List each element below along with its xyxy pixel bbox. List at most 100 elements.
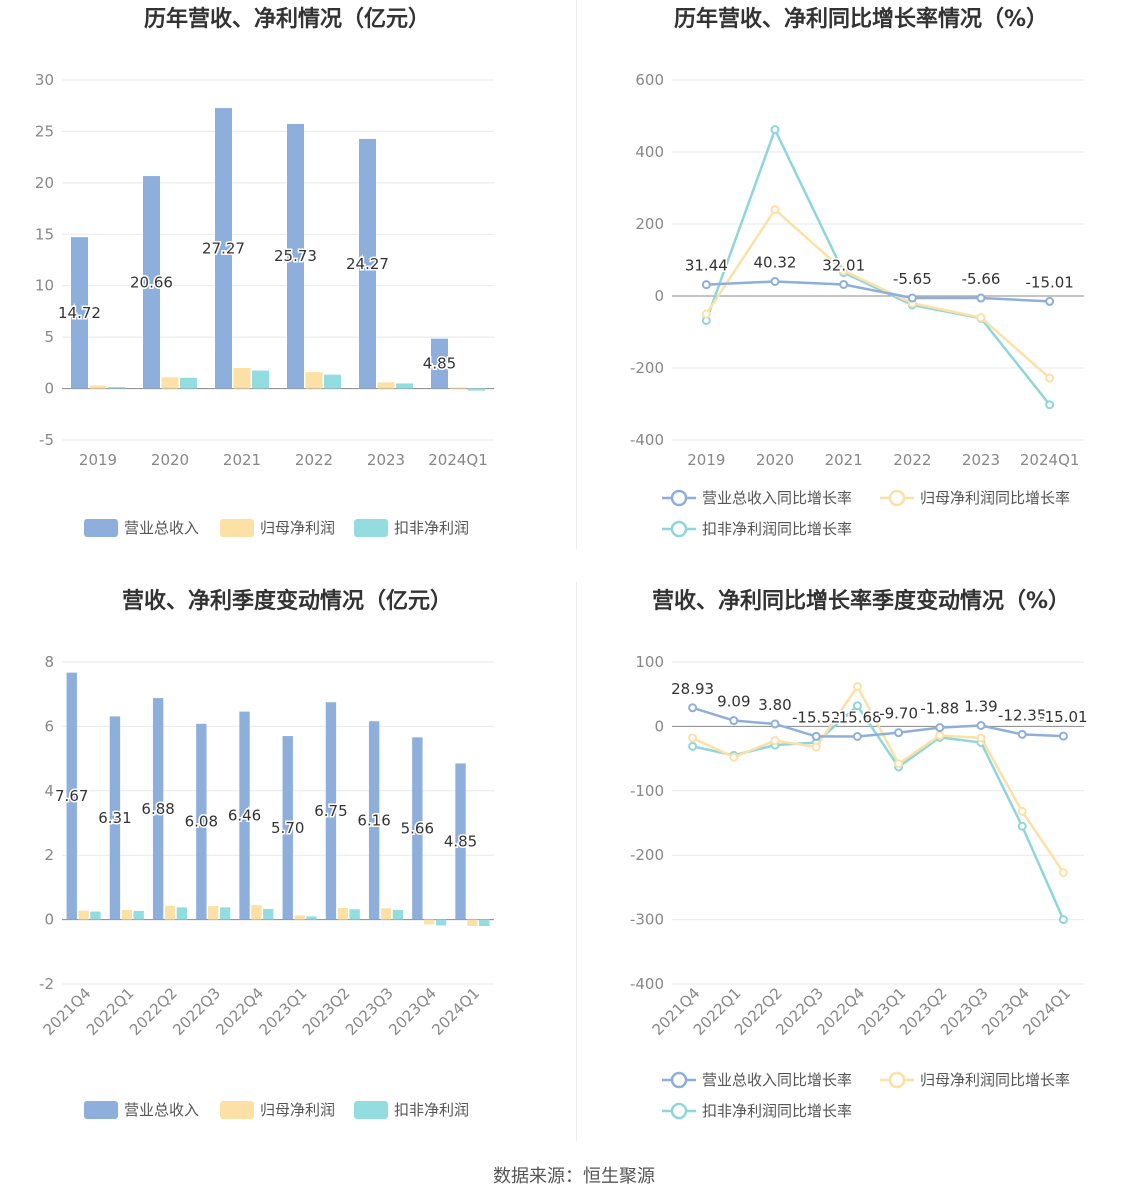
series-point-1 bbox=[1058, 868, 1068, 878]
data-label: 5.70 bbox=[271, 819, 304, 837]
bar-1 bbox=[164, 905, 176, 920]
y-tick-label: 0 bbox=[44, 380, 54, 398]
y-tick-label: 200 bbox=[635, 215, 664, 233]
bar-1 bbox=[424, 919, 435, 925]
legend-swatch bbox=[354, 1101, 388, 1119]
series-point-0 bbox=[1017, 729, 1027, 739]
bar-2 bbox=[306, 916, 317, 920]
series-point-1 bbox=[770, 736, 780, 746]
chart-canvas: 营收、净利同比增长率季度变动情况（%） 100 0 -100 -200 -300 -400 2… bbox=[630, 588, 1089, 1120]
bar-0 bbox=[196, 723, 207, 920]
y-tick-label: 100 bbox=[635, 653, 664, 671]
data-label: 32.01 bbox=[822, 256, 865, 274]
chart-title: 历年营收、净利同比增长率情况（%） bbox=[674, 6, 1048, 32]
bar-0 bbox=[71, 237, 88, 389]
y-tick-label: 0 bbox=[654, 717, 664, 735]
y-tick-label: 25 bbox=[35, 122, 54, 140]
y-tick-label: 4 bbox=[44, 782, 54, 800]
series-line-0 bbox=[692, 706, 1064, 738]
data-source: 数据来源：恒生聚源 bbox=[493, 1166, 655, 1187]
data-label: -15.52 bbox=[792, 708, 840, 726]
bar-0 bbox=[325, 702, 337, 920]
y-tick-label: -5 bbox=[39, 431, 54, 449]
y-tick-label: 0 bbox=[44, 911, 54, 929]
y-tick-label: 8 bbox=[44, 653, 54, 671]
bar-2 bbox=[435, 919, 447, 926]
bar-0 bbox=[143, 176, 160, 389]
bar-2 bbox=[90, 911, 101, 920]
chart-canvas: 历年营收、净利情况（亿元） 30 25 20 15 10 5 0 -5 2019 2020 2021 2… bbox=[35, 6, 494, 537]
bar-1 bbox=[467, 919, 478, 927]
series-line-2 bbox=[692, 703, 1065, 921]
legend-label: 归母净利润同比增长率 bbox=[920, 1071, 1070, 1089]
legend-swatch bbox=[84, 519, 118, 537]
legend-swatch-marker bbox=[888, 1071, 906, 1089]
legend-swatch-marker bbox=[670, 520, 688, 538]
y-tick-label: -2 bbox=[39, 975, 54, 993]
data-label: 3.80 bbox=[758, 696, 791, 714]
x-tick-label: 2024Q1 bbox=[428, 451, 488, 469]
series-point-0 bbox=[770, 719, 780, 729]
bar-0 bbox=[359, 138, 376, 389]
x-tick-label: 2023 bbox=[962, 451, 1000, 469]
x-tick-label: 2021 bbox=[825, 451, 863, 469]
series-point-1 bbox=[701, 309, 711, 319]
data-label: 40.32 bbox=[754, 253, 797, 271]
data-label: 6.31 bbox=[98, 809, 131, 827]
x-tick-label: 2024Q1 bbox=[1020, 451, 1080, 469]
bar-0 bbox=[215, 108, 232, 389]
data-label: 4.85 bbox=[444, 833, 477, 851]
data-label: 6.16 bbox=[357, 811, 390, 829]
series-point-1 bbox=[770, 205, 780, 215]
y-tick-label: -400 bbox=[630, 431, 664, 449]
bar-0 bbox=[455, 763, 466, 920]
data-label: -1.88 bbox=[920, 700, 959, 718]
y-tick-label: -300 bbox=[630, 911, 664, 929]
bar-1 bbox=[161, 377, 179, 389]
data-label: -12.35 bbox=[998, 706, 1046, 724]
bar-2 bbox=[133, 910, 144, 920]
bar-1 bbox=[78, 910, 89, 920]
legend-label: 扣非净利润 bbox=[394, 1101, 469, 1119]
bar-0 bbox=[109, 716, 121, 920]
bar-1 bbox=[294, 915, 305, 920]
legend-swatch bbox=[220, 519, 254, 537]
bar-0 bbox=[152, 698, 164, 920]
y-tick-label: 2 bbox=[44, 846, 54, 864]
data-label: 9.09 bbox=[717, 693, 750, 711]
y-tick-label: 20 bbox=[35, 174, 54, 192]
chart-title: 营收、净利季度变动情况（亿元） bbox=[122, 588, 452, 614]
bar-2 bbox=[479, 919, 490, 927]
series-point-1 bbox=[894, 759, 904, 769]
series-point-0 bbox=[770, 276, 780, 286]
series-point-0 bbox=[1058, 731, 1068, 741]
series-point-0 bbox=[935, 723, 945, 733]
series-line-1 bbox=[705, 207, 1051, 380]
series-point-1 bbox=[1017, 806, 1027, 816]
series-point-2 bbox=[1058, 915, 1068, 925]
bar-1 bbox=[305, 372, 323, 389]
data-label: -9.70 bbox=[879, 705, 918, 723]
data-label: 5.66 bbox=[401, 819, 434, 837]
x-tick-label: 2022 bbox=[295, 451, 333, 469]
series-point-1 bbox=[729, 752, 739, 762]
series-point-1 bbox=[976, 313, 986, 323]
data-label: 1.39 bbox=[964, 698, 997, 716]
series-point-2 bbox=[1045, 400, 1055, 410]
annual-revenue-profit-chart: 历年营收、净利情况（亿元） 30 25 20 15 10 5 0 -5 2019 2020 2021 2… bbox=[0, 0, 574, 582]
chart-title: 历年营收、净利情况（亿元） bbox=[144, 6, 430, 32]
data-label: -5.66 bbox=[962, 270, 1001, 288]
chart-title: 营收、净利同比增长率季度变动情况（%） bbox=[652, 588, 1070, 614]
panel-divider bbox=[576, 582, 577, 1142]
bar-1 bbox=[121, 909, 132, 920]
y-tick-label: 15 bbox=[35, 225, 54, 243]
x-tick-label: 2019 bbox=[79, 451, 117, 469]
data-label: 6.75 bbox=[314, 802, 347, 820]
data-label: -5.65 bbox=[893, 270, 932, 288]
series-line-1 bbox=[692, 684, 1065, 874]
legend-label: 营业总收入 bbox=[124, 519, 199, 537]
bar-2 bbox=[176, 907, 188, 920]
x-tick-label: 2020 bbox=[151, 451, 189, 469]
bar-2 bbox=[396, 383, 413, 389]
x-tick-label: 2020 bbox=[756, 451, 794, 469]
